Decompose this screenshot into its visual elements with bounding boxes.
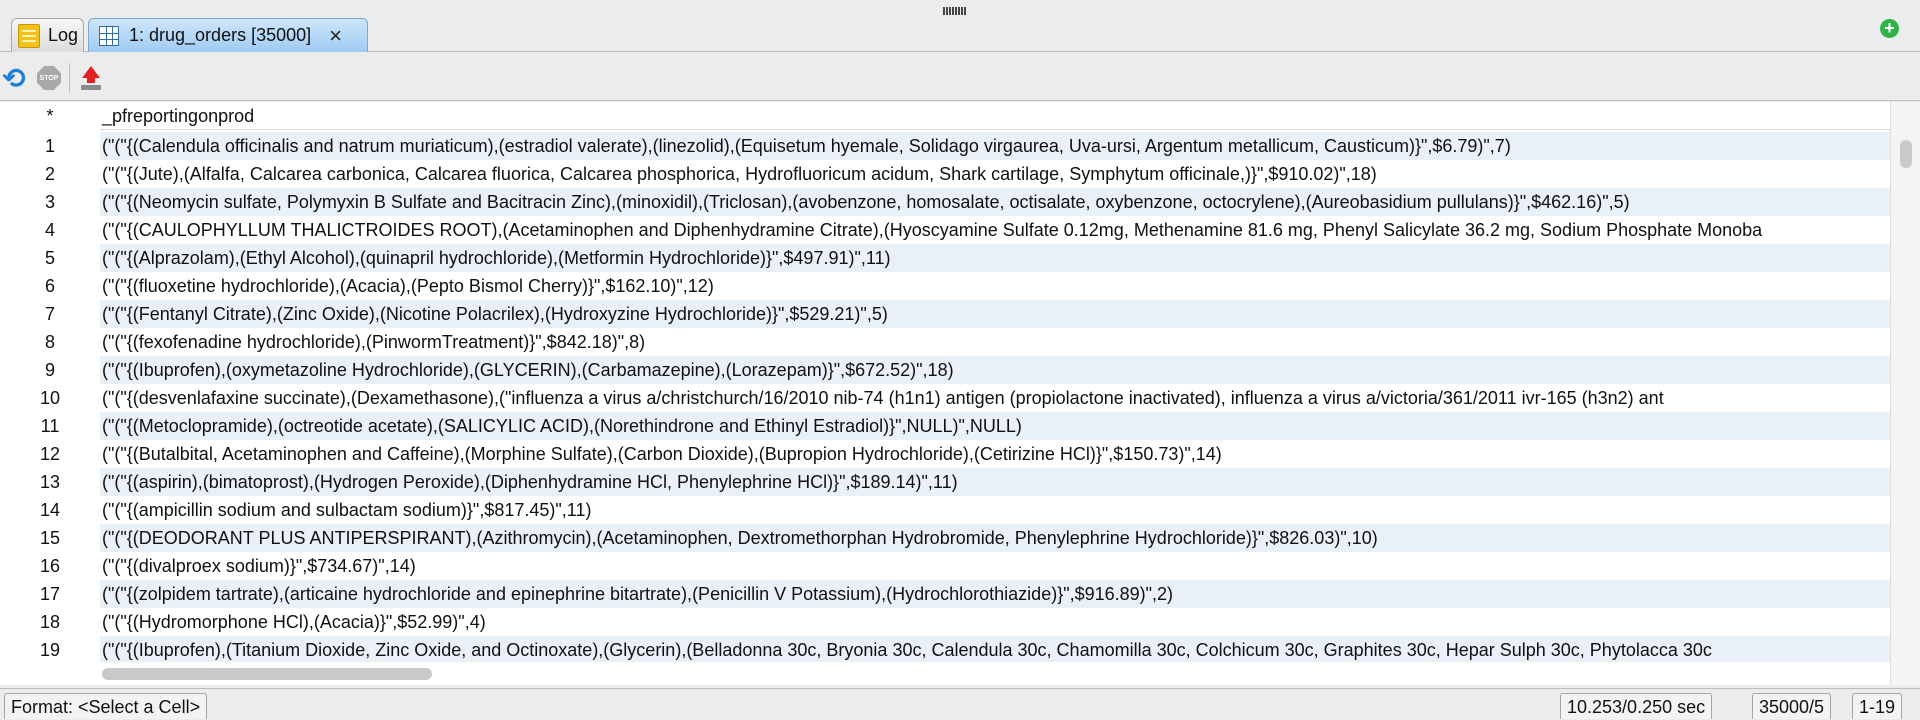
tab-bar: Log 1: drug_orders [35000] × + xyxy=(0,0,1920,52)
format-indicator: Format: <Select a Cell> xyxy=(4,693,208,719)
table-row[interactable]: 6 ("("{(fluoxetine hydrochloride),(Acacia… xyxy=(0,272,1890,300)
dimensions-indicator: 35000/5 xyxy=(1752,693,1832,719)
range-indicator: 1-19 xyxy=(1852,693,1903,719)
table-row[interactable]: 3 ("("{(Neomycin sulfate, Polymyxin B Sul… xyxy=(0,188,1890,216)
table-row[interactable]: 10 ("("{(desvenlafaxine succinate),(Dexam… xyxy=(0,384,1890,412)
table-row[interactable]: 14 ("("{(ampicillin sodium and sulbactam … xyxy=(0,496,1890,524)
row-number[interactable]: 7 xyxy=(0,300,100,328)
export-button[interactable] xyxy=(78,65,104,91)
row-number[interactable]: 1 xyxy=(0,132,100,160)
table-cell[interactable]: ("("{(desvenlafaxine succinate),(Dexamet… xyxy=(100,384,1890,412)
table-row[interactable]: 9 ("("{(Ibuprofen),(oxymetazoline Hydroch… xyxy=(0,356,1890,384)
tab-drug-orders[interactable]: 1: drug_orders [35000] × xyxy=(88,18,368,52)
table-cell[interactable]: ("("{(aspirin),(bimatoprost),(Hydrogen P… xyxy=(100,468,1890,496)
table-row[interactable]: 5 ("("{(Alprazolam),(Ethyl Alcohol),(quin… xyxy=(0,244,1890,272)
table-row[interactable]: 15 ("("{(DEODORANT PLUS ANTIPERSPIRANT),(… xyxy=(0,524,1890,552)
drag-grip-icon[interactable] xyxy=(943,2,971,15)
row-number[interactable]: 18 xyxy=(0,608,100,636)
stop-icon: STOP xyxy=(37,66,61,90)
table-cell[interactable]: ("("{(DEODORANT PLUS ANTIPERSPIRANT),(Az… xyxy=(100,524,1890,552)
close-icon[interactable]: × xyxy=(329,22,342,48)
export-icon xyxy=(82,66,100,78)
horizontal-scrollbar[interactable] xyxy=(100,662,1890,682)
toolbar-separator xyxy=(69,63,70,93)
export-icon-tray xyxy=(81,85,101,90)
row-number[interactable]: 11 xyxy=(0,412,100,440)
row-number[interactable]: 12 xyxy=(0,440,100,468)
table-row[interactable]: 19 ("("{(Ibuprofen),(Titanium Dioxide, Zi… xyxy=(0,636,1890,664)
row-number[interactable]: 13 xyxy=(0,468,100,496)
table-cell[interactable]: ("("{(fexofenadine hydrochloride),(Pinwo… xyxy=(100,328,1890,356)
table-row[interactable]: 1 ("("{(Calendula officinalis and natrum … xyxy=(0,132,1890,160)
table-cell[interactable]: ("("{(Jute),(Alfalfa, Calcarea carbonica… xyxy=(100,160,1890,188)
refresh-icon: ⟲ xyxy=(2,62,26,94)
header-row: * _pfreportingonprod xyxy=(0,102,1890,130)
add-tab-icon[interactable]: + xyxy=(1880,19,1899,38)
table-row[interactable]: 11 ("("{(Metoclopramide),(octreotide acet… xyxy=(0,412,1890,440)
row-number[interactable]: 2 xyxy=(0,160,100,188)
row-number[interactable]: 9 xyxy=(0,356,100,384)
row-number[interactable]: 8 xyxy=(0,328,100,356)
timing-indicator: 10.253/0.250 sec xyxy=(1560,693,1713,719)
row-number[interactable]: 5 xyxy=(0,244,100,272)
table-cell[interactable]: ("("{(Butalbital, Acetaminophen and Caff… xyxy=(100,440,1890,468)
table-cell[interactable]: ("("{(Ibuprofen),(oxymetazoline Hydrochl… xyxy=(100,356,1890,384)
table-cell[interactable]: ("("{(CAULOPHYLLUM THALICTROIDES ROOT),(… xyxy=(100,216,1890,244)
table-row[interactable]: 18 ("("{(Hydromorphone HCl),(Acacia)}",$5… xyxy=(0,608,1890,636)
status-bar: Format: <Select a Cell> 10.253/0.250 sec… xyxy=(0,688,1920,719)
table-cell[interactable]: ("("{(Fentanyl Citrate),(Zinc Oxide),(Ni… xyxy=(100,300,1890,328)
export-icon-shaft xyxy=(87,77,95,83)
row-number[interactable]: 4 xyxy=(0,216,100,244)
table-row[interactable]: 7 ("("{(Fentanyl Citrate),(Zinc Oxide),(N… xyxy=(0,300,1890,328)
vertical-scroll-thumb[interactable] xyxy=(1900,140,1912,168)
row-number[interactable]: 19 xyxy=(0,636,100,664)
table-cell[interactable]: ("("{(Alprazolam),(Ethyl Alcohol),(quina… xyxy=(100,244,1890,272)
tab-log[interactable]: Log xyxy=(11,18,84,52)
table-row[interactable]: 13 ("("{(aspirin),(bimatoprost),(Hydrogen… xyxy=(0,468,1890,496)
tab-log-label: Log xyxy=(48,25,79,45)
row-number[interactable]: 3 xyxy=(0,188,100,216)
table-row[interactable]: 12 ("("{(Butalbital, Acetaminophen and Ca… xyxy=(0,440,1890,468)
table-grid-icon xyxy=(99,25,119,46)
refresh-button[interactable]: ⟲ xyxy=(1,63,27,94)
table-cell[interactable]: ("("{(Metoclopramide),(octreotide acetat… xyxy=(100,412,1890,440)
stop-button[interactable]: STOP xyxy=(36,65,62,91)
table-row[interactable]: 17 ("("{(zolpidem tartrate),(articaine hy… xyxy=(0,580,1890,608)
table-cell[interactable]: ("("{(ampicillin sodium and sulbactam so… xyxy=(100,496,1890,524)
row-number[interactable]: 6 xyxy=(0,272,100,300)
row-number[interactable]: 16 xyxy=(0,552,100,580)
table-cell[interactable]: ("("{(Neomycin sulfate, Polymyxin B Sulf… xyxy=(100,188,1890,216)
table-row[interactable]: 2 ("("{(Jute),(Alfalfa, Calcarea carbonic… xyxy=(0,160,1890,188)
table-row[interactable]: 16 ("("{(divalproex sodium)}",$734.67)",1… xyxy=(0,552,1890,580)
horizontal-scroll-thumb[interactable] xyxy=(102,668,432,680)
table-cell[interactable]: ("("{(Ibuprofen),(Titanium Dioxide, Zinc… xyxy=(100,636,1890,664)
table-row[interactable]: 8 ("("{(fexofenadine hydrochloride),(Pinw… xyxy=(0,328,1890,356)
table-cell[interactable]: ("("{(divalproex sodium)}",$734.67)",14) xyxy=(100,552,1890,580)
table-cell[interactable]: ("("{(zolpidem tartrate),(articaine hydr… xyxy=(100,580,1890,608)
table-cell[interactable]: ("("{(Hydromorphone HCl),(Acacia)}",$52.… xyxy=(100,608,1890,636)
row-number[interactable]: 14 xyxy=(0,496,100,524)
log-note-icon xyxy=(18,23,40,48)
vertical-scrollbar[interactable] xyxy=(1890,102,1920,685)
table-row[interactable]: 4 ("("{(CAULOPHYLLUM THALICTROIDES ROOT),… xyxy=(0,216,1890,244)
column-header[interactable]: _pfreportingonprod xyxy=(100,102,1890,130)
row-number[interactable]: 17 xyxy=(0,580,100,608)
table-cell[interactable]: ("("{(Calendula officinalis and natrum m… xyxy=(100,132,1890,160)
tab-drug-orders-label: 1: drug_orders [35000] xyxy=(129,25,312,45)
row-number[interactable]: 15 xyxy=(0,524,100,552)
results-grid[interactable]: * _pfreportingonprod 1 ("("{(Calendula of… xyxy=(0,102,1920,685)
row-number-header[interactable]: * xyxy=(0,102,100,130)
row-number[interactable]: 10 xyxy=(0,384,100,412)
table-cell[interactable]: ("("{(fluoxetine hydrochloride),(Acacia)… xyxy=(100,272,1890,300)
toolbar: ⟲ STOP xyxy=(0,53,1920,101)
